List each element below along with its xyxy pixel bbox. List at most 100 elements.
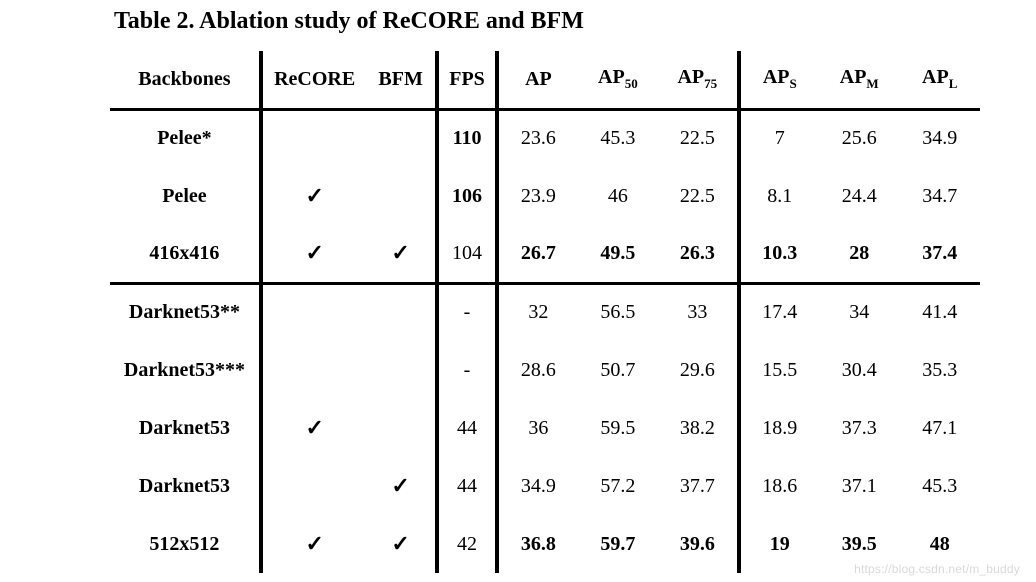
table-row: Darknet53** -3256.53317.43441.4 <box>110 283 980 341</box>
cell-recore: ✓ <box>261 167 367 225</box>
cell-apm: 30.4 <box>819 341 899 399</box>
col-apl: APL <box>899 51 980 109</box>
cell-apl: 48 <box>899 515 980 573</box>
cell-fps: 106 <box>437 167 497 225</box>
cell-ap75: 22.5 <box>658 167 738 225</box>
cell-backbone: Darknet53 <box>110 457 261 515</box>
cell-aps: 15.5 <box>739 341 819 399</box>
cell-aps: 18.6 <box>739 457 819 515</box>
cell-ap: 28.6 <box>497 341 577 399</box>
cell-ap75: 26.3 <box>658 225 738 283</box>
cell-apl: 41.4 <box>899 283 980 341</box>
col-fps: FPS <box>437 51 497 109</box>
cell-ap75: 39.6 <box>658 515 738 573</box>
cell-bfm <box>366 341 436 399</box>
cell-ap: 36.8 <box>497 515 577 573</box>
cell-backbone: 416x416 <box>110 225 261 283</box>
col-aps: APS <box>739 51 819 109</box>
cell-bfm: ✓ <box>366 225 436 283</box>
cell-apm: 37.1 <box>819 457 899 515</box>
cell-recore: ✓ <box>261 225 367 283</box>
cell-ap: 34.9 <box>497 457 577 515</box>
cell-apm: 24.4 <box>819 167 899 225</box>
table-row: 416x416✓✓10426.749.526.310.32837.4 <box>110 225 980 283</box>
cell-backbone: Darknet53*** <box>110 341 261 399</box>
cell-backbone: Darknet53** <box>110 283 261 341</box>
cell-backbone: Darknet53 <box>110 399 261 457</box>
cell-fps: 42 <box>437 515 497 573</box>
col-backbones: Backbones <box>110 51 261 109</box>
table-row: Darknet53✓ 443659.538.218.937.347.1 <box>110 399 980 457</box>
cell-apl: 37.4 <box>899 225 980 283</box>
cell-fps: 44 <box>437 399 497 457</box>
table-row: Darknet53 ✓4434.957.237.718.637.145.3 <box>110 457 980 515</box>
table-row: Pelee* 11023.645.322.5725.634.9 <box>110 109 980 167</box>
cell-fps: 44 <box>437 457 497 515</box>
cell-ap75: 22.5 <box>658 109 738 167</box>
cell-ap50: 56.5 <box>578 283 658 341</box>
cell-recore: ✓ <box>261 399 367 457</box>
cell-fps: 104 <box>437 225 497 283</box>
cell-recore <box>261 341 367 399</box>
cell-ap: 26.7 <box>497 225 577 283</box>
cell-bfm <box>366 167 436 225</box>
cell-backbone: 512x512 <box>110 515 261 573</box>
cell-bfm <box>366 109 436 167</box>
cell-fps: 110 <box>437 109 497 167</box>
cell-ap50: 59.7 <box>578 515 658 573</box>
cell-bfm <box>366 399 436 457</box>
col-recore: ReCORE <box>261 51 367 109</box>
cell-ap50: 57.2 <box>578 457 658 515</box>
cell-recore <box>261 457 367 515</box>
cell-ap50: 50.7 <box>578 341 658 399</box>
cell-ap75: 33 <box>658 283 738 341</box>
cell-ap: 23.6 <box>497 109 577 167</box>
cell-fps: - <box>437 341 497 399</box>
table-row: Pelee✓ 10623.94622.58.124.434.7 <box>110 167 980 225</box>
col-ap75: AP75 <box>658 51 738 109</box>
cell-ap: 36 <box>497 399 577 457</box>
ablation-table: Backbones ReCORE BFM FPS AP AP50 <box>110 51 980 573</box>
cell-aps: 7 <box>739 109 819 167</box>
cell-bfm <box>366 283 436 341</box>
cell-ap50: 59.5 <box>578 399 658 457</box>
cell-backbone: Pelee <box>110 167 261 225</box>
cell-ap50: 46 <box>578 167 658 225</box>
cell-apl: 47.1 <box>899 399 980 457</box>
col-apm: APM <box>819 51 899 109</box>
col-bfm: BFM <box>366 51 436 109</box>
col-ap: AP <box>497 51 577 109</box>
cell-apm: 28 <box>819 225 899 283</box>
cell-apm: 34 <box>819 283 899 341</box>
cell-apl: 34.9 <box>899 109 980 167</box>
cell-bfm: ✓ <box>366 457 436 515</box>
cell-apl: 34.7 <box>899 167 980 225</box>
cell-ap75: 29.6 <box>658 341 738 399</box>
cell-ap50: 49.5 <box>578 225 658 283</box>
cell-apm: 25.6 <box>819 109 899 167</box>
table-row: Darknet53*** -28.650.729.615.530.435.3 <box>110 341 980 399</box>
cell-recore <box>261 283 367 341</box>
cell-fps: - <box>437 283 497 341</box>
cell-bfm: ✓ <box>366 515 436 573</box>
cell-apl: 35.3 <box>899 341 980 399</box>
cell-apm: 37.3 <box>819 399 899 457</box>
cell-ap: 23.9 <box>497 167 577 225</box>
table-row: 512x512✓✓4236.859.739.61939.548 <box>110 515 980 573</box>
cell-ap75: 37.7 <box>658 457 738 515</box>
table-header-row: Backbones ReCORE BFM FPS AP AP50 <box>110 51 980 109</box>
cell-ap75: 38.2 <box>658 399 738 457</box>
cell-aps: 17.4 <box>739 283 819 341</box>
table-title: Table 2. Ablation study of ReCORE and BF… <box>114 8 976 35</box>
cell-aps: 18.9 <box>739 399 819 457</box>
cell-aps: 10.3 <box>739 225 819 283</box>
cell-ap50: 45.3 <box>578 109 658 167</box>
cell-apl: 45.3 <box>899 457 980 515</box>
cell-apm: 39.5 <box>819 515 899 573</box>
col-ap50: AP50 <box>578 51 658 109</box>
cell-recore <box>261 109 367 167</box>
cell-backbone: Pelee* <box>110 109 261 167</box>
cell-recore: ✓ <box>261 515 367 573</box>
cell-aps: 8.1 <box>739 167 819 225</box>
cell-ap: 32 <box>497 283 577 341</box>
